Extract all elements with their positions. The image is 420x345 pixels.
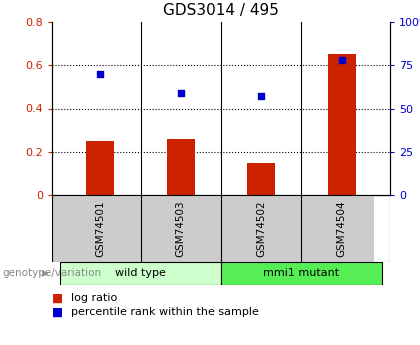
Point [177,90,184,96]
Text: mmi1 mutant: mmi1 mutant [263,268,339,278]
Bar [221,262,382,285]
Text: GSM74504: GSM74504 [337,200,347,257]
Bar [247,162,276,195]
Text: percentile rank within the sample: percentile rank within the sample [71,307,259,317]
Text: GSM74502: GSM74502 [256,200,266,257]
Title: GDS3014 / 495: GDS3014 / 495 [163,3,279,18]
Text: ■: ■ [52,305,63,318]
Text: genotype/variation: genotype/variation [2,268,101,278]
Text: wild type: wild type [115,268,166,278]
Point [258,93,265,99]
Text: log ratio: log ratio [71,293,117,303]
Text: GSM74501: GSM74501 [95,200,105,257]
Point [97,71,104,77]
Bar [328,55,356,195]
Text: GSM74503: GSM74503 [176,200,186,257]
Bar [60,262,221,285]
Bar [86,141,114,195]
Bar [167,139,195,195]
Point [339,57,345,63]
Text: ■: ■ [52,292,63,305]
